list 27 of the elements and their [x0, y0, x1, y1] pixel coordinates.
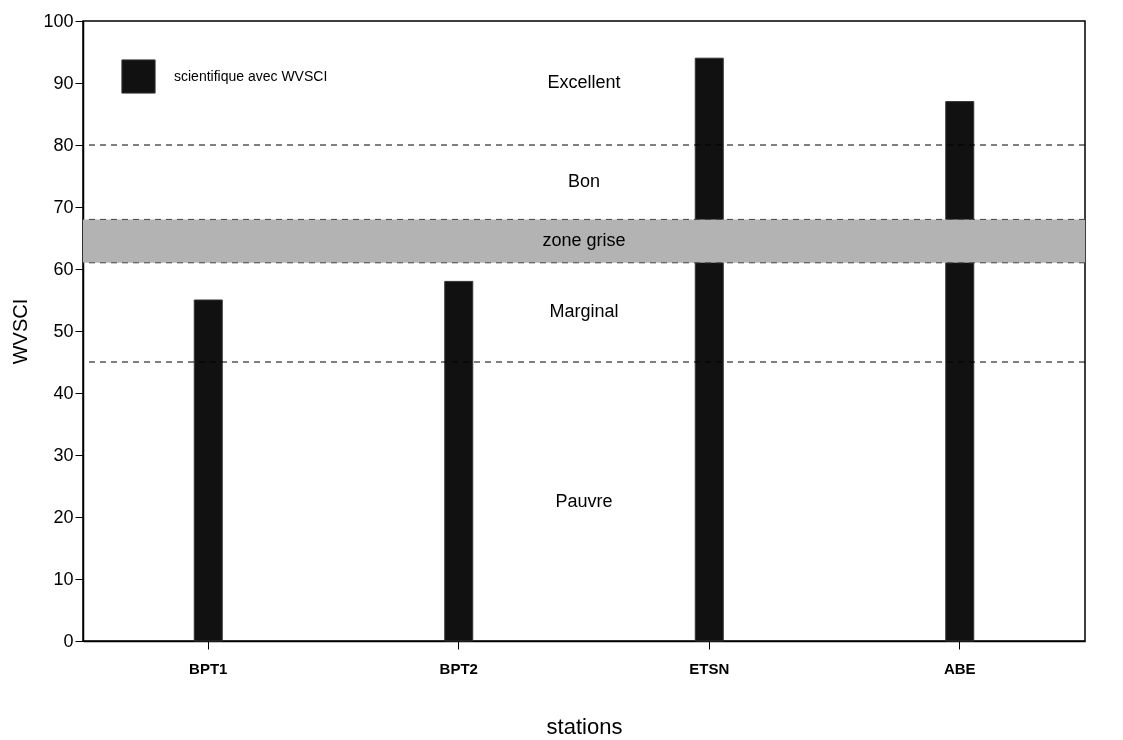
y-tick-label: 10 — [53, 568, 74, 589]
annotation: Pauvre — [555, 490, 613, 511]
y-tick-label: 80 — [53, 134, 74, 155]
y-tick-label: 90 — [53, 72, 74, 93]
annotation: Bon — [567, 171, 601, 192]
legend-label: scientifique avec WVSCI — [174, 67, 328, 84]
y-tick-label: 70 — [53, 196, 74, 217]
x-tick-label: ABE — [943, 659, 976, 677]
bar — [193, 299, 223, 642]
y-tick-label: 20 — [53, 506, 74, 527]
annotation: Excellent — [547, 72, 621, 92]
y-tick-label: 30 — [53, 444, 74, 465]
x-tick-label: BPT1 — [189, 659, 228, 677]
annotation: Marginal — [549, 301, 619, 322]
y-axis-title: WVSCI — [9, 298, 32, 365]
y-tick-label: 0 — [63, 630, 74, 651]
y-tick-label: 40 — [53, 382, 74, 403]
x-tick-label: ETSN — [689, 659, 730, 677]
x-axis-title: stations — [546, 713, 623, 739]
bar — [694, 57, 724, 642]
y-tick-label: 100 — [43, 10, 74, 31]
bar — [945, 101, 975, 642]
y-tick-label: 50 — [53, 320, 74, 341]
x-tick-label: BPT2 — [439, 659, 478, 677]
band-label: zone grise — [542, 230, 626, 251]
y-tick-label: 60 — [53, 258, 74, 279]
bar — [444, 280, 474, 642]
